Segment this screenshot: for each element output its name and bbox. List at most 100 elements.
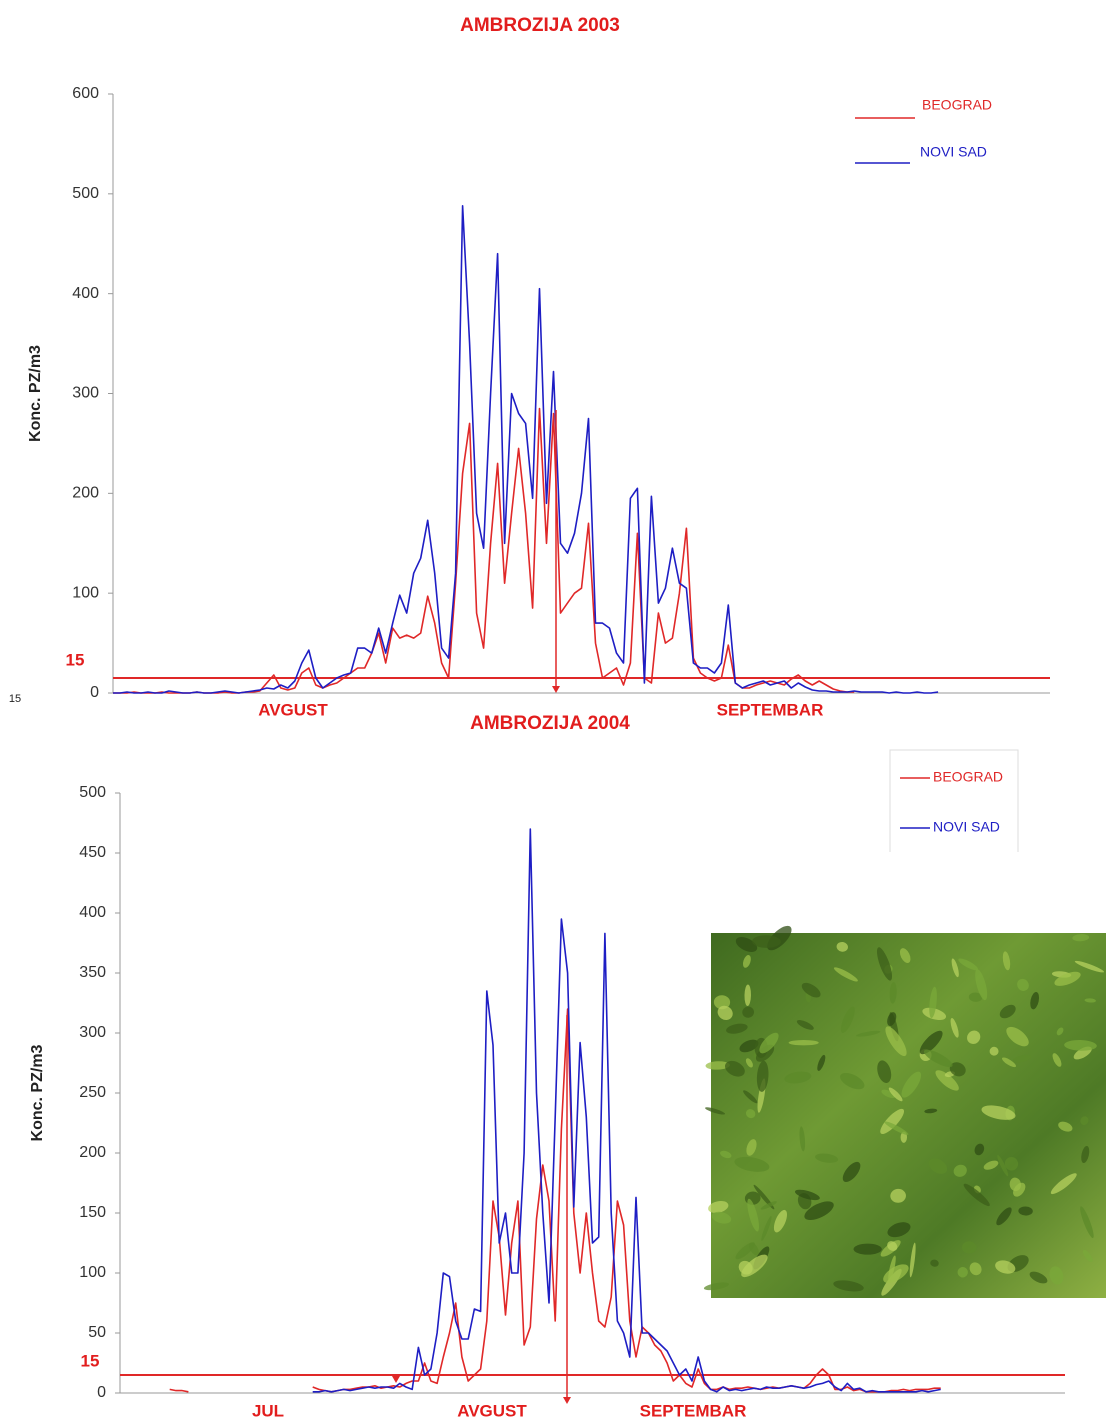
leaf [747,1198,760,1232]
y-tick-label: 0 [97,1384,106,1401]
month-label: SEPTEMBAR [640,1401,747,1420]
y-axis-label: Konc. PZ/m3 [29,1044,46,1141]
leaf [1049,1266,1064,1285]
leaf [876,947,893,981]
leaf [923,1049,953,1068]
leaf [749,1242,759,1256]
leaf [746,1139,757,1156]
leaf [1006,1026,1029,1047]
plant-photo [703,925,1106,1298]
leaf [1018,1206,1033,1216]
leaf [1081,1145,1090,1163]
month-label: SEPTEMBAR [717,700,824,719]
leaf [713,995,731,1010]
arrow-head [563,1397,571,1404]
y-tick-label: 300 [79,1024,106,1041]
leaf [717,1005,733,1020]
leaf [901,1071,922,1098]
leaf [853,1243,882,1255]
leaf [899,948,911,963]
leaf [1001,1057,1016,1068]
leaf [796,1020,814,1030]
leaf [744,984,751,1007]
leaf [1084,998,1096,1003]
leaf [840,1073,865,1090]
leaf [1064,1040,1097,1051]
leaf [962,1241,977,1254]
y-tick-label: 100 [72,584,99,601]
leaf [703,1282,729,1291]
leaf [756,1060,769,1092]
leaf [951,958,959,978]
legend-label: NOVI SAD [933,819,1000,835]
leaf [930,1259,939,1267]
y-axis-label: Konc. PZ/m3 [27,345,44,442]
y-tick-label: 400 [79,904,106,921]
leaf [884,1121,909,1135]
leaf [919,1030,943,1055]
y-tick-label: 500 [79,784,106,801]
leaf [967,1030,981,1044]
series-line [169,1008,941,1393]
leaf [842,1161,861,1183]
leaf [968,992,983,1002]
leaf [1030,992,1040,1010]
leaf [888,1087,903,1102]
threshold-label: 15 [66,650,85,669]
leaf [997,1154,1009,1177]
series-line [113,407,855,694]
y-tick-label: 200 [72,485,99,502]
leaf [1050,1173,1077,1195]
leaf [1052,1053,1062,1067]
leaf [887,1222,911,1238]
leaf [815,1153,839,1163]
leaf [773,1209,788,1233]
leaf [1080,1206,1094,1239]
leaf [969,1262,982,1276]
leaf [760,1201,777,1210]
leaf [957,1267,968,1278]
leaf [1074,960,1105,973]
y-tick-label: 150 [79,1204,106,1221]
leaf [974,1143,985,1156]
leaf [720,1150,732,1159]
leaf [953,1164,967,1177]
leaf [1058,1121,1073,1132]
month-label: AVGUST [457,1401,527,1420]
leaf [759,1032,779,1054]
leaf [799,1126,806,1152]
y-tick-label: 350 [79,964,106,981]
legend-label: NOVI SAD [920,144,987,160]
leaf [833,967,858,982]
leaf [745,1058,753,1068]
leaf [975,969,988,1001]
leaf [742,1006,755,1018]
month-label: JUL [252,1401,284,1420]
leaf [950,1018,959,1038]
leaf [963,1183,990,1207]
leaf [1054,971,1081,986]
leaf [742,955,751,968]
y-tick-label: 100 [79,1264,106,1281]
leaf [705,1061,730,1070]
leaf [928,1158,948,1174]
leaf [888,1255,896,1282]
y-tick-label: 50 [88,1324,106,1341]
leaf [708,1200,729,1214]
series-line [312,828,941,1393]
y-tick-label: 450 [79,844,106,861]
leaf [877,1060,892,1083]
leaf [752,935,781,948]
leaf [1002,951,1011,971]
leaf [1004,1156,1019,1171]
y-tick-label: 0 [90,684,99,701]
y-tick-label: 600 [72,85,99,102]
threshold-note: 15 [9,693,21,705]
leaf [856,1030,881,1037]
chart-title: AMBROZIJA 2003 [460,15,620,36]
leaf [1012,1054,1032,1063]
chart: AMBROZIJA 2003 Konc. PZ/m3 0 100 200 300 400 50… [9,15,1050,719]
leaf [989,1046,999,1056]
leaf [788,1040,819,1046]
